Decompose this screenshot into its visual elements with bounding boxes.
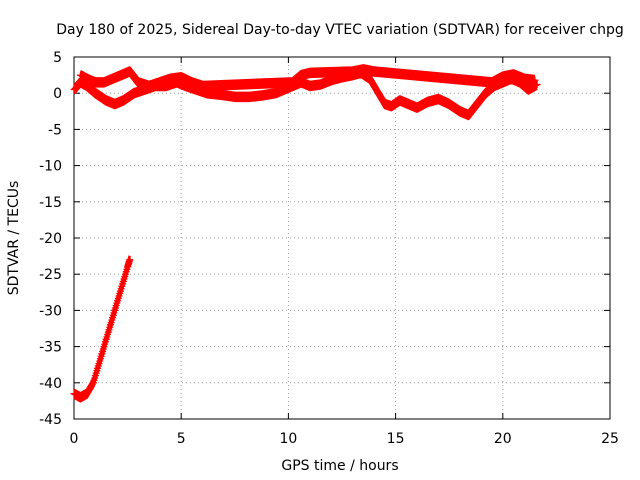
y-axis: 5 0 -5 -10 -15 -20 -25 -30 -35 -40 -45 [39,50,610,428]
data-point [342,68,350,76]
series-trace-1 [79,64,536,84]
x-tick-label: 25 [601,431,619,447]
data-point [117,71,125,79]
y-tick-label: -30 [39,303,62,319]
data-point [532,81,540,89]
data-point [370,67,378,75]
data-point [100,78,108,86]
y-axis-label: SDTVAR / TECUs [6,181,22,296]
x-tick-label: 15 [387,431,405,447]
data-point [334,68,342,76]
grid-lines [74,57,610,419]
data-point [109,75,117,83]
data-point [409,71,417,79]
y-tick-label: 0 [53,86,62,102]
data-point [113,73,121,81]
chart-title: Day 180 of 2025, Sidereal Day-to-day VTE… [56,22,624,38]
data-point [104,77,112,85]
x-axis-label: GPS time / hours [281,458,398,474]
y-tick-label: 5 [53,50,62,66]
x-tick-label: 5 [177,431,186,447]
data-point [320,68,328,76]
y-tick-label: -35 [39,340,62,356]
data-point [259,80,267,88]
y-tick-label: -10 [39,159,62,175]
data-point [274,79,282,87]
y-tick-label: -20 [39,231,62,247]
y-tick-label: -15 [39,195,62,211]
data-point [214,81,222,89]
data-point [429,73,437,81]
series-trace-2 [73,263,131,403]
data-point [531,76,539,84]
series-trace-0 [73,75,538,121]
data-point [449,75,457,83]
y-tick-label: -25 [39,267,62,283]
data-point [199,82,207,90]
y-tick-label: -5 [48,122,62,138]
data-point [468,77,476,85]
y-tick-label: -40 [39,376,62,392]
x-axis: 0 5 10 15 20 25 [70,57,619,447]
y-tick-label: -45 [39,412,62,428]
x-tick-label: 10 [279,431,297,447]
data-point [229,81,237,89]
data-point [327,68,335,76]
x-tick-label: 0 [70,431,79,447]
data-point [390,69,398,77]
x-tick-label: 20 [494,431,512,447]
data-points [70,64,541,403]
data-point [306,69,314,77]
data-point [313,69,321,77]
data-point [126,256,134,264]
data-point [244,80,252,88]
series-trace-2 [73,257,131,397]
series-trace-1 [79,72,536,92]
